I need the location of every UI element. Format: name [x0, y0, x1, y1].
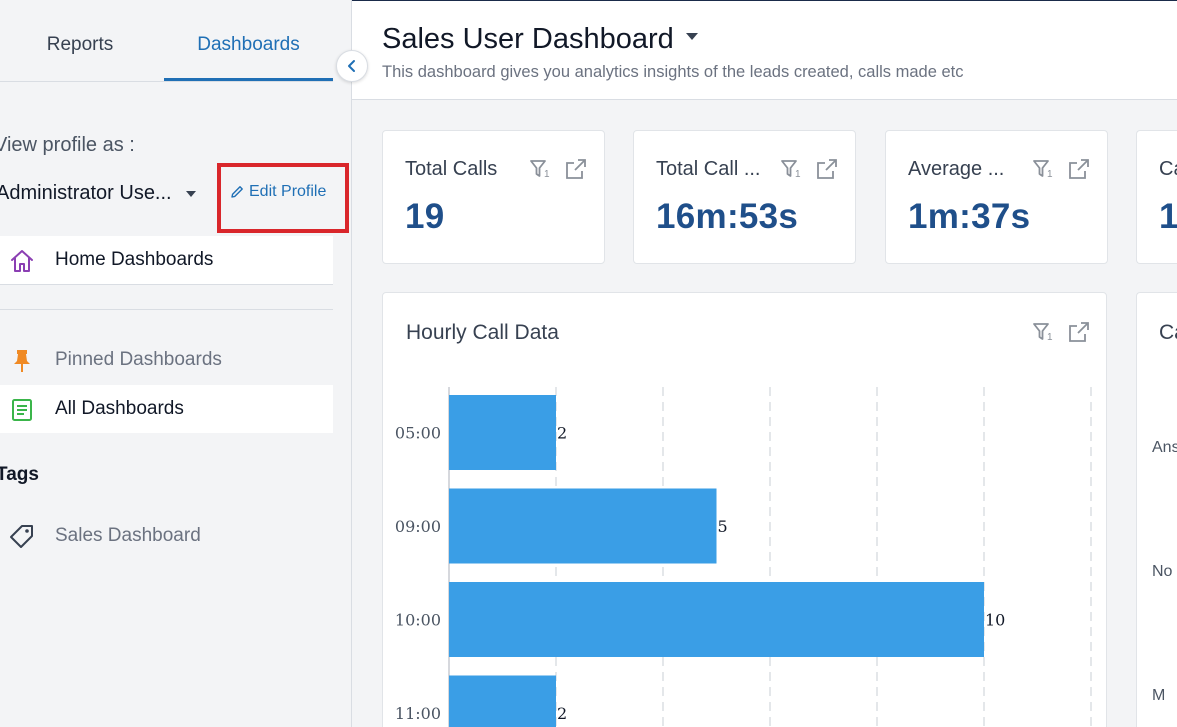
dashboard-title: Sales User Dashboard [382, 23, 674, 55]
tag-icon [10, 525, 33, 548]
kpi-title: Total Call ... [656, 158, 761, 180]
edit-profile-link[interactable]: Edit Profile [229, 183, 326, 201]
svg-text:1: 1 [1047, 332, 1053, 343]
chart-actions: 1 [1031, 320, 1091, 344]
edit-profile-label: Edit Profile [249, 183, 327, 200]
tag-item-label: Sales Dashboard [55, 525, 201, 546]
hourly-call-chart-card: Hourly Call Data 1 05:00 2 09:00 5 10:00 10 11… [382, 292, 1107, 727]
filter-icon[interactable]: 1 [528, 157, 552, 181]
pinned-dashboards-item[interactable]: Pinned Dashboards [0, 336, 333, 384]
all-dashboards-label: All Dashboards [55, 398, 184, 419]
highlight-box [217, 163, 349, 233]
open-external-icon[interactable] [564, 157, 588, 181]
value-label: 10 [985, 611, 1005, 630]
tab-reports[interactable]: Reports [46, 34, 114, 55]
view-profile-label: View profile as : [0, 134, 135, 156]
kpi-title: Average ... [908, 158, 1005, 180]
kpi-card: Ca 1 [1136, 130, 1177, 264]
open-external-icon[interactable] [1067, 320, 1091, 344]
kpi-actions: 1 [528, 157, 588, 181]
chart-title: Hourly Call Data [406, 321, 559, 344]
value-label: 2 [557, 424, 567, 443]
value-label: 2 [557, 704, 567, 723]
filter-icon[interactable]: 1 [779, 157, 803, 181]
hourly-call-bar-chart: 05:00 2 09:00 5 10:00 10 11:00 2 [395, 387, 1092, 727]
side-card-title: Ca [1159, 321, 1177, 344]
home-icon [11, 250, 33, 272]
filter-icon[interactable]: 1 [1031, 157, 1055, 181]
sidebar-tabs: Reports Dashboards [0, 0, 333, 82]
svg-text:1: 1 [795, 169, 801, 180]
kpi-value: 1m:37s [908, 197, 1031, 236]
profile-dropdown[interactable]: Administrator Use... [0, 182, 196, 205]
kpi-value: 19 [405, 197, 445, 236]
category-label: 05:00 [395, 424, 441, 443]
caret-down-icon [685, 33, 698, 40]
side-card-label: M [1152, 687, 1166, 704]
category-label: 09:00 [395, 517, 441, 536]
dashboard-header: Sales User Dashboard This dashboard give… [352, 0, 1177, 100]
bar[interactable] [449, 395, 556, 470]
kpi-card: Total Call ... 1 16m:53s [633, 130, 856, 264]
pin-icon [14, 350, 30, 372]
filter-icon[interactable]: 1 [1031, 320, 1055, 344]
document-list-icon [12, 399, 32, 421]
open-external-icon[interactable] [1067, 157, 1091, 181]
bar[interactable] [449, 675, 556, 727]
collapse-sidebar-button[interactable] [336, 50, 368, 82]
bar[interactable] [449, 582, 984, 657]
caret-down-icon [185, 190, 196, 197]
value-label: 5 [718, 517, 728, 536]
all-dashboards-item[interactable]: All Dashboards [0, 385, 333, 433]
kpi-value: 1 [1159, 197, 1177, 236]
tags-heading: Tags [0, 464, 39, 485]
chevron-left-icon [348, 60, 355, 72]
tag-item[interactable]: Sales Dashboard [0, 512, 333, 560]
kpi-title: Ca [1159, 158, 1177, 180]
kpi-card: Total Calls 1 19 [382, 130, 605, 264]
home-dashboards-label: Home Dashboards [55, 249, 214, 270]
kpi-value: 16m:53s [656, 197, 799, 236]
dashboard-description: This dashboard gives you analytics insig… [382, 63, 964, 81]
side-card-label: Ans [1152, 439, 1177, 456]
kpi-title: Total Calls [405, 158, 498, 180]
dashboard-title-dropdown[interactable]: Sales User Dashboard [382, 23, 698, 56]
pinned-dashboards-label: Pinned Dashboards [55, 349, 222, 370]
category-label: 11:00 [395, 704, 441, 723]
home-dashboards-item[interactable]: Home Dashboards [0, 236, 333, 285]
bar[interactable] [449, 488, 717, 564]
side-card-label: No [1152, 563, 1173, 580]
profile-selected-value: Administrator Use... [0, 182, 172, 204]
divider [0, 309, 333, 310]
sidebar: Reports Dashboards View profile as : Adm… [0, 0, 352, 727]
kpi-card: Average ... 1 1m:37s [885, 130, 1108, 264]
open-external-icon[interactable] [815, 157, 839, 181]
active-tab-indicator [164, 78, 333, 81]
kpi-actions: 1 [779, 157, 839, 181]
svg-text:1: 1 [544, 169, 550, 180]
pencil-icon [231, 186, 243, 198]
side-chart-card: Ca Ans No M [1136, 292, 1177, 727]
kpi-actions: 1 [1031, 157, 1091, 181]
tab-dashboards[interactable]: Dashboards [197, 34, 300, 55]
svg-text:1: 1 [1047, 169, 1053, 180]
category-label: 10:00 [395, 611, 441, 630]
